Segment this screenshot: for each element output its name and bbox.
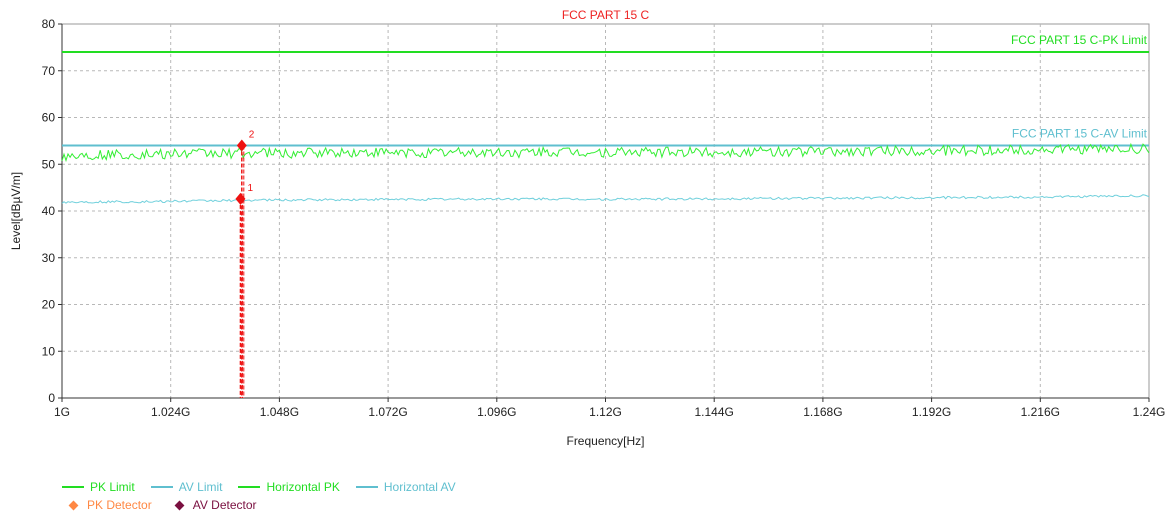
legend-label: PK Detector — [87, 498, 152, 512]
marker-diamond — [236, 139, 247, 152]
label-layer: FCC PART 15 C-PK Limit FCC PART 15 C-AV L… — [1011, 33, 1148, 141]
y-tick-label: 80 — [42, 17, 56, 31]
x-tick-label: 1.12G — [589, 405, 622, 419]
legend-label: AV Limit — [178, 480, 223, 494]
y-tick-label: 0 — [48, 391, 55, 405]
legend-diamond-icon — [68, 500, 79, 510]
axis-layer: 0 10 20 30 40 50 60 70 80 1G 1.024G 1.048G 1.072G 1.0… — [9, 8, 1165, 448]
marker-label: 1 — [247, 183, 253, 194]
marker-diamond — [235, 192, 246, 205]
x-tick-label: 1.216G — [1021, 405, 1060, 419]
x-tick-label: 1.072G — [368, 405, 407, 419]
legend-line-swatch — [62, 486, 84, 488]
y-tick-label: 10 — [42, 344, 56, 358]
emission-chart: 0 10 20 30 40 50 60 70 80 1G 1.024G 1.048G 1.072G 1.0… — [9, 8, 1165, 448]
chart-title: FCC PART 15 C — [562, 8, 650, 22]
x-tick-label: 1.048G — [260, 405, 299, 419]
x-axis-title: Frequency[Hz] — [566, 434, 644, 448]
x-tick-label: 1.192G — [912, 405, 951, 419]
legend-label: Horizontal AV — [383, 480, 456, 494]
legend-item: PK Detector — [62, 498, 152, 512]
x-tick-label: 1G — [54, 405, 70, 419]
legend-item: AV Limit — [150, 480, 223, 494]
legend-item: AV Detector — [168, 498, 257, 512]
legend-line-swatch — [355, 486, 378, 488]
y-tick-label: 50 — [42, 157, 56, 171]
legend-label: PK Limit — [90, 480, 135, 494]
grid-layer — [61, 23, 1150, 399]
x-tick-label: 1.168G — [803, 405, 842, 419]
x-tick-label: 1.24G — [1133, 405, 1166, 419]
legend-label: AV Detector — [192, 498, 257, 512]
legend-item: Horizontal AV — [355, 480, 456, 494]
legend-row: PK Limit AV Limit Horizontal PK Horizontal … — [62, 478, 472, 496]
x-tick-label: 1.096G — [477, 405, 516, 419]
x-tick-label: 1.144G — [695, 405, 734, 419]
y-axis-title: Level[dBµV/m] — [9, 172, 23, 250]
legend-line-swatch — [150, 486, 173, 488]
limit-label: FCC PART 15 C-AV Limit — [1012, 127, 1148, 141]
legend-item: Horizontal PK — [238, 480, 340, 494]
marker-layer: 12 — [235, 130, 255, 398]
y-tick-label: 30 — [42, 251, 56, 265]
legend-diamond-icon — [174, 500, 185, 510]
marker-label: 2 — [249, 130, 255, 141]
y-tick-label: 70 — [42, 64, 56, 78]
legend-label: Horizontal PK — [266, 480, 340, 494]
legend: PK Limit AV Limit Horizontal PK Horizontal … — [62, 478, 472, 514]
legend-line-swatch — [238, 486, 261, 488]
y-tick-label: 60 — [42, 111, 56, 125]
y-tick-label: 20 — [42, 298, 56, 312]
legend-row: PK Detector AV Detector — [62, 496, 472, 514]
limit-label: FCC PART 15 C-PK Limit — [1011, 33, 1148, 47]
y-tick-label: 40 — [42, 204, 56, 218]
x-tick-label: 1.024G — [151, 405, 190, 419]
trace-line — [61, 142, 1150, 163]
legend-item: PK Limit — [62, 480, 135, 494]
